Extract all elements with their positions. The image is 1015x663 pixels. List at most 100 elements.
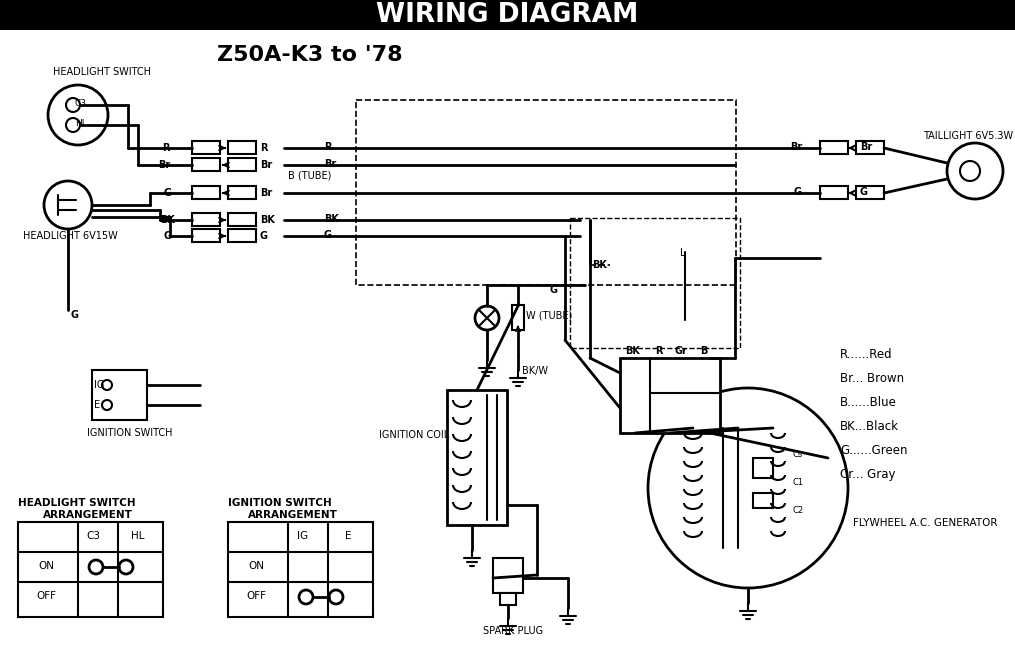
Circle shape — [119, 560, 133, 574]
Text: ARRANGEMENT: ARRANGEMENT — [248, 510, 338, 520]
Text: HEADLIGHT 6V15W: HEADLIGHT 6V15W — [23, 231, 118, 241]
Bar — [753, 493, 773, 508]
Text: C3: C3 — [86, 531, 100, 541]
Text: HL: HL — [131, 531, 145, 541]
Circle shape — [48, 85, 108, 145]
Text: Z50A-K3 to '78: Z50A-K3 to '78 — [217, 45, 403, 65]
Text: IGNITION SWITCH: IGNITION SWITCH — [87, 428, 173, 438]
Text: HEADLIGHT SWITCH: HEADLIGHT SWITCH — [53, 67, 151, 77]
Text: G......Green: G......Green — [840, 444, 907, 457]
Circle shape — [102, 400, 112, 410]
Text: W (TUBE): W (TUBE) — [526, 310, 572, 320]
Text: BK: BK — [625, 346, 639, 356]
Bar — [228, 213, 256, 226]
Text: ON: ON — [38, 561, 54, 571]
Bar — [620, 358, 720, 433]
Circle shape — [947, 143, 1003, 199]
Circle shape — [960, 161, 980, 181]
Text: Cs: Cs — [793, 450, 803, 459]
Text: BK/W: BK/W — [522, 366, 548, 376]
Bar — [753, 458, 773, 478]
Text: BK: BK — [160, 215, 175, 225]
Bar — [92, 370, 147, 420]
Circle shape — [89, 560, 103, 574]
Text: IGNITION SWITCH: IGNITION SWITCH — [228, 498, 332, 508]
Bar — [820, 141, 848, 154]
Text: HEADLIGHT SWITCH: HEADLIGHT SWITCH — [18, 498, 136, 508]
Text: C2: C2 — [793, 506, 804, 515]
Text: TAILLIGHT 6V5.3W: TAILLIGHT 6V5.3W — [923, 131, 1013, 141]
Text: Br: Br — [860, 142, 872, 152]
Text: OFF: OFF — [246, 591, 266, 601]
Circle shape — [102, 380, 112, 390]
Bar — [820, 186, 848, 199]
Text: G: G — [324, 230, 332, 240]
Circle shape — [475, 306, 499, 330]
Bar — [192, 141, 220, 154]
Text: R: R — [162, 143, 170, 153]
Circle shape — [648, 388, 848, 588]
Bar — [856, 141, 884, 154]
Text: FLYWHEEL A.C. GENERATOR: FLYWHEEL A.C. GENERATOR — [853, 518, 998, 528]
Text: L: L — [680, 248, 685, 258]
Text: G: G — [794, 187, 802, 197]
Circle shape — [44, 181, 92, 229]
Text: ARRANGEMENT: ARRANGEMENT — [43, 510, 133, 520]
Text: Br: Br — [260, 188, 272, 198]
Bar — [228, 141, 256, 154]
Text: ON: ON — [248, 561, 264, 571]
Text: BK...Black: BK...Black — [840, 420, 899, 433]
Bar — [512, 305, 524, 330]
Bar — [228, 522, 373, 617]
Bar — [856, 186, 884, 199]
Text: BK: BK — [592, 260, 607, 270]
Text: C1: C1 — [793, 478, 804, 487]
Text: WIRING DIAGRAM: WIRING DIAGRAM — [376, 2, 638, 28]
Bar — [228, 158, 256, 171]
Circle shape — [66, 98, 80, 112]
Text: Br: Br — [790, 142, 802, 152]
Text: BK: BK — [324, 214, 339, 224]
Text: G: G — [860, 187, 868, 197]
Text: Br: Br — [260, 160, 272, 170]
Text: B: B — [700, 346, 707, 356]
Bar — [570, 218, 740, 348]
Bar — [18, 522, 163, 617]
Text: Br... Brown: Br... Brown — [840, 372, 904, 385]
Text: Br: Br — [158, 160, 171, 170]
Circle shape — [329, 590, 343, 604]
Text: G: G — [164, 188, 172, 198]
Text: BK: BK — [260, 215, 275, 225]
Bar — [228, 186, 256, 199]
Text: SPARK PLUG: SPARK PLUG — [483, 626, 543, 636]
Bar — [192, 213, 220, 226]
Text: OFF: OFF — [36, 591, 56, 601]
Text: HL: HL — [75, 119, 86, 128]
Text: E: E — [345, 531, 351, 541]
Bar — [192, 158, 220, 171]
Text: IG: IG — [297, 531, 309, 541]
Bar — [0, 0, 1015, 30]
Text: R......Red: R......Red — [840, 348, 892, 361]
Text: B......Blue: B......Blue — [840, 396, 897, 409]
Text: R: R — [260, 143, 268, 153]
Text: R: R — [324, 142, 332, 152]
Text: R: R — [655, 346, 663, 356]
Bar — [228, 229, 256, 242]
Bar — [493, 558, 523, 593]
Circle shape — [66, 118, 80, 132]
Text: B (TUBE): B (TUBE) — [288, 170, 331, 180]
Text: E: E — [94, 400, 100, 410]
Text: Br: Br — [324, 159, 336, 169]
Text: IG: IG — [94, 380, 105, 390]
Text: G: G — [164, 231, 172, 241]
Text: G: G — [550, 285, 558, 295]
Bar — [192, 229, 220, 242]
Bar — [192, 186, 220, 199]
Text: Cr... Gray: Cr... Gray — [840, 468, 895, 481]
Text: Gr: Gr — [675, 346, 688, 356]
Text: C3: C3 — [75, 99, 87, 108]
Bar — [447, 390, 508, 525]
Bar — [500, 593, 516, 605]
Circle shape — [299, 590, 313, 604]
